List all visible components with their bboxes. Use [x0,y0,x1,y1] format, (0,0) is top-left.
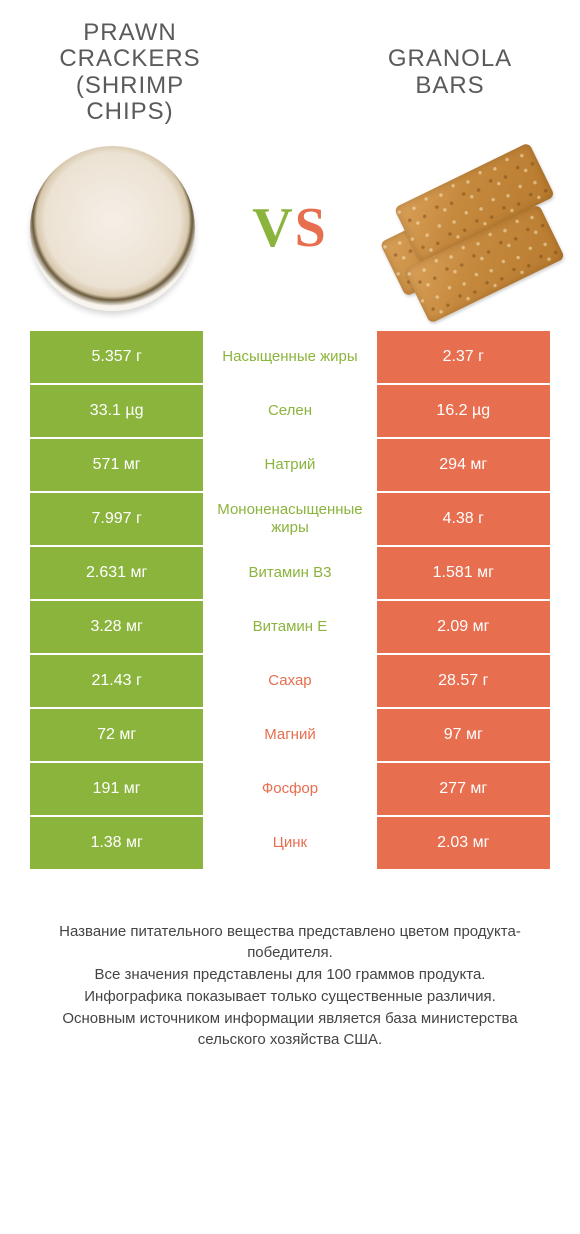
right-value: 16.2 µg [377,385,550,437]
nutrient-label: Магний [203,709,376,761]
nutrient-label: Витамин E [203,601,376,653]
right-value: 97 мг [377,709,550,761]
right-value: 4.38 г [377,493,550,545]
nutrient-row: 191 мгФосфор277 мг [30,763,550,815]
right-value: 294 мг [377,439,550,491]
nutrient-table: 5.357 гНасыщенные жиры2.37 г33.1 µgСелен… [0,331,580,869]
left-value: 3.28 мг [30,601,203,653]
vs-s: S [295,197,328,259]
nutrient-row: 2.631 мгВитамин B31.581 мг [30,547,550,599]
left-value: 72 мг [30,709,203,761]
nutrient-label: Фосфор [203,763,376,815]
right-value: 2.09 мг [377,601,550,653]
nutrient-label: Селен [203,385,376,437]
nutrient-label: Мононенасыщенные жиры [203,493,376,545]
nutrient-row: 33.1 µgСелен16.2 µg [30,385,550,437]
nutrient-row: 5.357 гНасыщенные жиры2.37 г [30,331,550,383]
left-value: 21.43 г [30,655,203,707]
footer-line: Название питательного вещества представл… [30,921,550,965]
nutrient-label: Цинк [203,817,376,869]
right-value: 28.57 г [377,655,550,707]
nutrient-row: 21.43 гСахар28.57 г [30,655,550,707]
right-value: 2.03 мг [377,817,550,869]
nutrient-label: Сахар [203,655,376,707]
left-value: 2.631 мг [30,547,203,599]
left-value: 191 мг [30,763,203,815]
footer-notes: Название питательного вещества представл… [0,871,580,1082]
prawn-crackers-image [30,146,195,311]
nutrient-row: 571 мгНатрий294 мг [30,439,550,491]
footer-line: Все значения представлены для 100 граммо… [30,964,550,986]
left-value: 1.38 мг [30,817,203,869]
left-value: 5.357 г [30,331,203,383]
vs-label: VS [252,196,328,260]
right-value: 2.37 г [377,331,550,383]
nutrient-row: 1.38 мгЦинк2.03 мг [30,817,550,869]
vs-v: V [252,197,294,259]
left-value: 7.997 г [30,493,203,545]
right-value: 1.581 мг [377,547,550,599]
right-value: 277 мг [377,763,550,815]
granola-bars-image [385,146,550,311]
footer-line: Основным источником информации является … [30,1008,550,1052]
nutrient-row: 72 мгМагний97 мг [30,709,550,761]
header: PRAWN CRACKERS (SHRIMP CHIPS) GRANOLA BA… [0,0,580,136]
nutrient-label: Насыщенные жиры [203,331,376,383]
nutrient-row: 3.28 мгВитамин E2.09 мг [30,601,550,653]
nutrient-row: 7.997 гМононенасыщенные жиры4.38 г [30,493,550,545]
vs-row: VS [0,136,580,331]
footer-line: Инфографика показывает только существенн… [30,986,550,1008]
left-value: 33.1 µg [30,385,203,437]
left-title: PRAWN CRACKERS (SHRIMP CHIPS) [30,20,230,126]
left-value: 571 мг [30,439,203,491]
nutrient-label: Натрий [203,439,376,491]
right-title: GRANOLA BARS [350,46,550,99]
nutrient-label: Витамин B3 [203,547,376,599]
